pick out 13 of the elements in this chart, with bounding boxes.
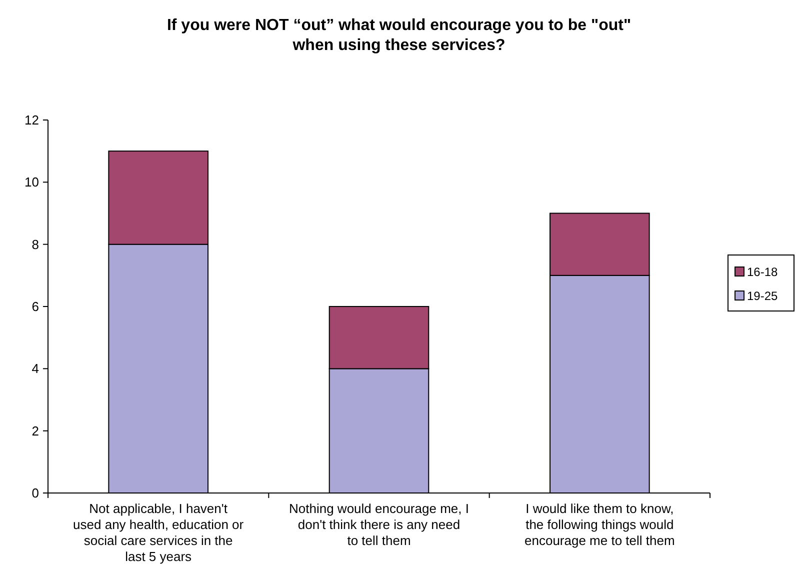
y-tick-label: 8 bbox=[32, 236, 39, 252]
y-tick-label: 0 bbox=[32, 486, 39, 501]
x-tick-label: Nothing would encourage me, I don't think there is any need to tell them bbox=[289, 501, 469, 548]
legend-label: 16-18 bbox=[747, 265, 778, 280]
x-tick-label: Not applicable, I haven't used any health, education or social care services in the last 5 years bbox=[73, 501, 244, 564]
y-tick-label: 4 bbox=[32, 361, 39, 376]
x-tick-label: I would like them to know, the following things would encourage me to tell them bbox=[524, 501, 675, 548]
y-tick-label: 10 bbox=[24, 174, 39, 190]
y-tick-label: 6 bbox=[32, 299, 39, 314]
y-tick-label: 2 bbox=[32, 423, 39, 438]
legend-label: 19-25 bbox=[747, 289, 778, 304]
chart-title: If you were NOT “out” what would encourage you to be "out" when using these services? bbox=[166, 17, 632, 54]
y-tick-label: 12 bbox=[24, 112, 39, 128]
